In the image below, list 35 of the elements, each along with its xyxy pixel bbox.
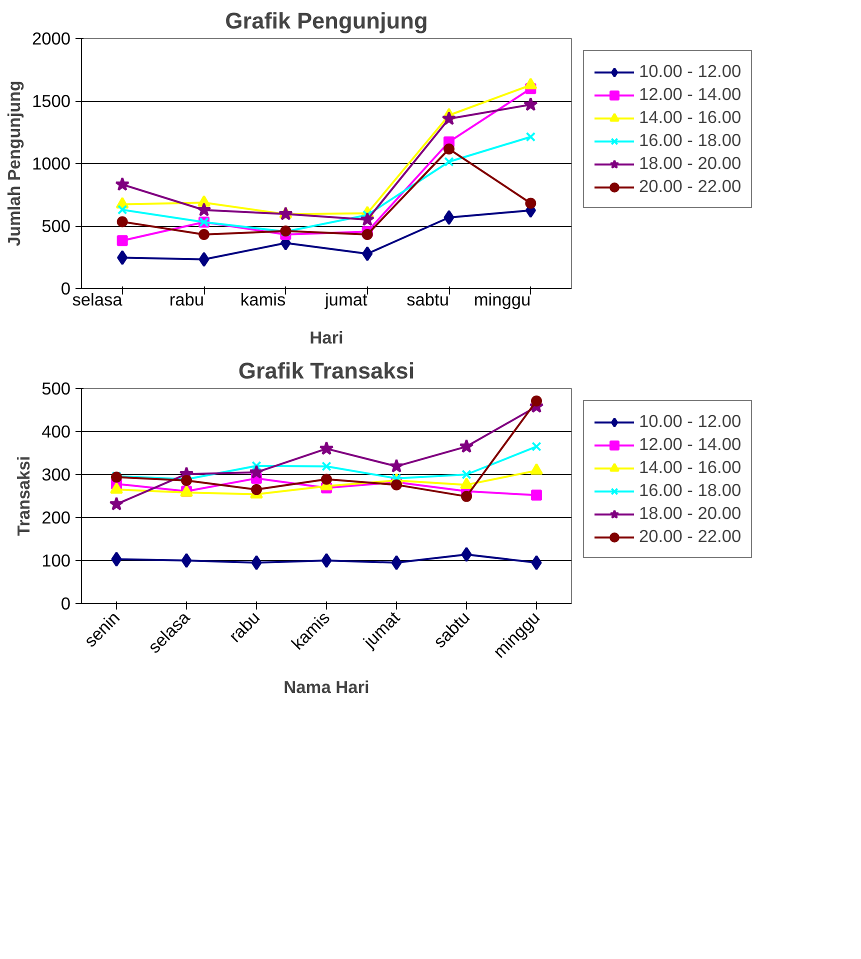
y-tick-label: 200 <box>42 508 71 528</box>
x-tick-label: selasa <box>72 290 123 310</box>
legend-label: 12.00 - 14.00 <box>639 84 742 105</box>
legend-label: 14.00 - 16.00 <box>639 457 742 478</box>
legend-label: 12.00 - 14.00 <box>639 434 742 455</box>
legend-label: 20.00 - 22.00 <box>639 526 742 547</box>
y-tick-label: 1000 <box>32 154 71 174</box>
x-axis-title: Nama Hari <box>284 676 370 697</box>
chart-title: Grafik Pengunjung <box>225 8 428 34</box>
y-tick-label: 400 <box>42 422 71 442</box>
legend-label: 18.00 - 20.00 <box>639 503 742 524</box>
y-tick-label: 100 <box>42 550 71 570</box>
y-axis-title: Transaksi <box>14 456 34 536</box>
legend-label: 20.00 - 22.00 <box>639 176 742 197</box>
y-axis-title: Jumlah Pengunjung <box>4 80 24 246</box>
legend-label: 10.00 - 12.00 <box>639 61 742 82</box>
x-tick-label: sabtu <box>406 290 449 310</box>
legend-label: 16.00 - 18.00 <box>639 130 742 151</box>
legend-label: 10.00 - 12.00 <box>639 411 742 432</box>
legend-label: 18.00 - 20.00 <box>639 153 742 174</box>
y-tick-label: 500 <box>42 378 71 398</box>
chart-title: Grafik Transaksi <box>238 358 415 384</box>
x-tick-label: kamis <box>240 290 286 310</box>
y-tick-label: 1500 <box>32 91 71 111</box>
y-tick-label: 300 <box>42 464 71 484</box>
y-tick-label: 0 <box>60 594 71 614</box>
y-tick-label: 0 <box>60 278 71 298</box>
y-tick-label: 500 <box>42 216 71 236</box>
x-axis-title: Hari <box>310 328 344 348</box>
legend-label: 14.00 - 16.00 <box>639 107 742 128</box>
x-tick-label: jumat <box>324 290 368 310</box>
y-tick-label: 2000 <box>32 28 71 48</box>
legend-label: 16.00 - 18.00 <box>639 480 742 501</box>
x-tick-label: minggu <box>474 290 531 310</box>
x-tick-label: rabu <box>169 290 204 310</box>
